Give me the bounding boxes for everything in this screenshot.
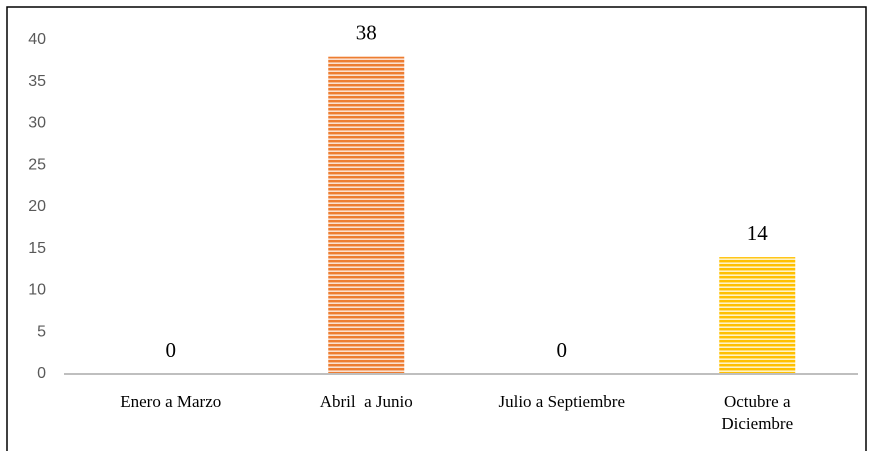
- y-tick-label: 0: [37, 365, 46, 382]
- x-tick-label: Enero a Marzo: [120, 392, 222, 411]
- x-tick-label: Abril a Junio: [319, 392, 413, 411]
- y-tick-label: 20: [28, 198, 46, 215]
- bar: [328, 56, 405, 374]
- data-label: 14: [747, 221, 769, 245]
- data-label: 0: [557, 338, 568, 362]
- y-tick-label: 5: [37, 323, 46, 340]
- y-tick-label: 30: [28, 115, 46, 132]
- x-tick-label: Julio a Septiembre: [498, 392, 626, 411]
- y-tick-label: 15: [28, 240, 46, 257]
- y-tick-label: 25: [28, 156, 46, 173]
- frame: [6, 6, 867, 451]
- y-tick-label: 10: [28, 282, 46, 299]
- data-label: 38: [356, 21, 377, 45]
- y-tick-label: 35: [28, 73, 46, 90]
- data-label: 0: [166, 338, 177, 362]
- x-tick-label: Octubre a Diciembre: [721, 392, 794, 433]
- bar: [719, 257, 796, 374]
- y-tick-label: 40: [28, 31, 46, 48]
